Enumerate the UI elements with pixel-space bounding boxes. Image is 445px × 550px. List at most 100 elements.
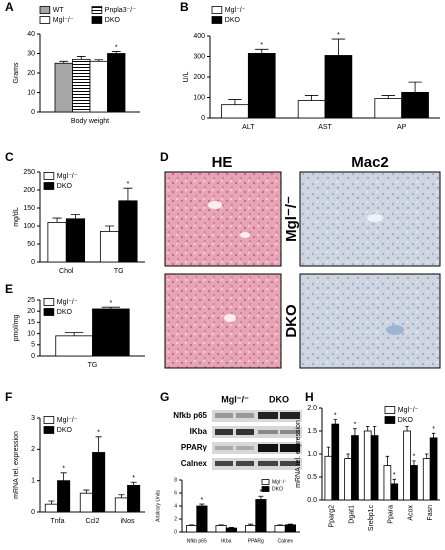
- error-bar: [353, 428, 357, 436]
- y-tick-label: 10: [27, 89, 35, 96]
- significance: *: [260, 42, 263, 49]
- x-tick-label: Srebp1c: [368, 505, 375, 532]
- y-tick-label: 6: [174, 490, 177, 496]
- bar: [363, 430, 372, 501]
- legend-label: Mgl⁻/⁻: [398, 407, 419, 414]
- error-bar: [130, 481, 137, 486]
- error-bar: [381, 95, 395, 99]
- bar: [92, 308, 130, 357]
- bar: [324, 55, 353, 119]
- legend-label: DKO: [57, 427, 73, 434]
- blot-label: Calnex: [181, 459, 208, 468]
- blots: [212, 410, 302, 470]
- y-tick-label: 300: [193, 53, 205, 60]
- blot-label: Nfkb p65: [173, 411, 207, 420]
- legend-label: Mgl⁻/⁻: [57, 173, 78, 180]
- bar: [72, 58, 91, 113]
- bar: [44, 503, 58, 513]
- y-axis-label: Arbitrary Units: [155, 490, 161, 522]
- y-tick-label: 0.5: [307, 474, 317, 481]
- x-tick-label: Body weight: [71, 118, 109, 125]
- bar: [401, 91, 429, 119]
- error-bar: [118, 494, 125, 498]
- blot-label: IKba: [190, 427, 208, 436]
- y-tick-label: 0: [201, 115, 205, 122]
- error-bar: [258, 495, 264, 500]
- legend-swatch: [43, 308, 55, 316]
- bar: [390, 483, 399, 501]
- bar: [92, 452, 106, 513]
- y-tick-label: 10: [27, 330, 35, 337]
- x-tick-label: Chol: [59, 268, 74, 275]
- bar: [225, 527, 237, 533]
- x-tick-label: Ccl2: [85, 518, 99, 525]
- legend-label: DKO: [105, 17, 121, 24]
- significance: *: [110, 300, 113, 307]
- y-tick-label: 2: [174, 516, 177, 522]
- x-tick-label: iNos: [120, 518, 135, 525]
- significance: *: [334, 412, 337, 419]
- y-tick-label: 100: [23, 223, 35, 230]
- legend-swatch: [91, 16, 103, 24]
- legend-label: DKO: [57, 183, 73, 190]
- bar: [196, 505, 208, 533]
- blot-strip: [212, 426, 302, 438]
- legend-swatch: [91, 6, 103, 14]
- bar: [65, 218, 86, 263]
- panel-letter: C: [5, 150, 14, 164]
- legend-swatch: [384, 406, 396, 414]
- significance: *: [354, 422, 357, 429]
- y-axis-label: Grams: [13, 62, 20, 84]
- x-tick-label: Dgat1: [348, 505, 355, 524]
- legend-swatch: [384, 416, 396, 424]
- x-tick-label: TG: [88, 362, 98, 369]
- bar: [57, 480, 71, 513]
- error-bar: [104, 225, 115, 232]
- y-tick-label: 0: [174, 529, 177, 535]
- error-bar: [59, 60, 69, 64]
- error-bar: [76, 56, 86, 60]
- y-tick-label: 30: [27, 50, 35, 57]
- y-tick-label: 200: [23, 187, 35, 194]
- y-tick-label: 0.0: [307, 497, 317, 504]
- y-tick-label: 400: [193, 33, 205, 40]
- legend-swatch: [261, 486, 270, 492]
- error-bar: [95, 436, 102, 453]
- legend-label: DKO: [272, 486, 283, 492]
- panel-letter: D: [160, 150, 169, 164]
- bar: [297, 100, 326, 119]
- bar: [331, 423, 340, 501]
- significance: *: [201, 497, 204, 504]
- blot-strip: [212, 458, 302, 470]
- error-bar: [228, 527, 234, 529]
- group-label: Mgl⁻/⁻: [221, 394, 249, 404]
- legend-label: DKO: [57, 309, 73, 316]
- significance: *: [432, 426, 435, 433]
- error-bar: [83, 489, 90, 494]
- significance: *: [260, 489, 263, 496]
- bar: [79, 492, 93, 513]
- error-bar: [199, 503, 205, 506]
- y-tick-label: 1: [31, 478, 35, 485]
- bar: [324, 455, 333, 501]
- legend-swatch: [39, 6, 51, 14]
- vessel: [240, 232, 250, 238]
- error-bar: [101, 306, 121, 309]
- column-title: Mac2: [351, 154, 389, 171]
- error-bar: [94, 59, 104, 62]
- panel-letter: E: [5, 282, 13, 296]
- bar: [429, 437, 438, 501]
- error-bar: [111, 51, 121, 54]
- significance: *: [62, 466, 65, 473]
- y-tick-label: 5: [31, 342, 35, 349]
- bar: [422, 458, 431, 501]
- panel-letter: B: [180, 0, 189, 14]
- significance: *: [97, 430, 100, 437]
- x-tick-label: TG: [114, 268, 124, 275]
- row-label: Mgl⁻/⁻: [283, 196, 300, 242]
- error-bar: [64, 332, 84, 336]
- legend-swatch: [43, 172, 55, 180]
- error-bar: [331, 38, 346, 56]
- legend-label: Mgl⁻/⁻: [57, 299, 78, 306]
